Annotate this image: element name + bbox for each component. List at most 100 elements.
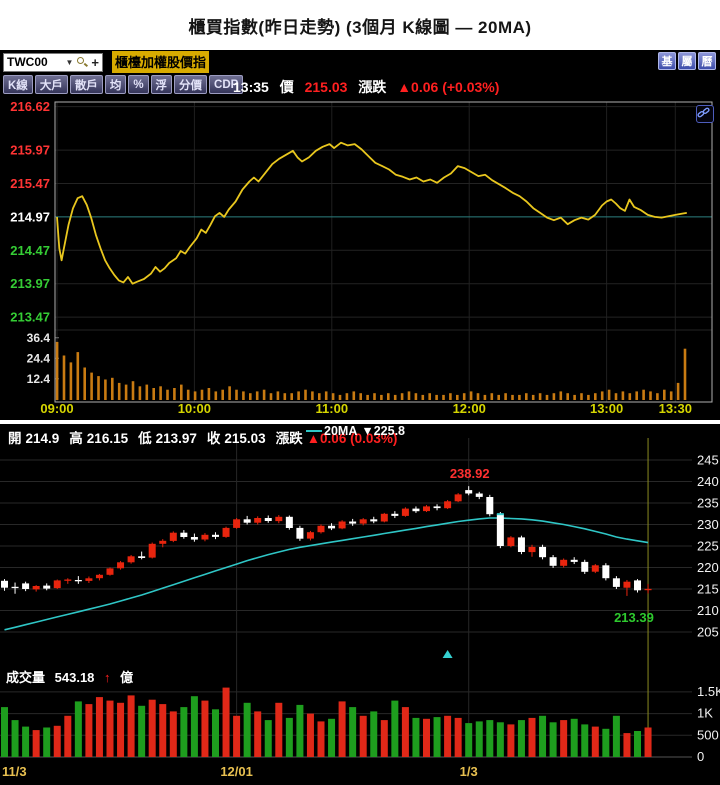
symbol-input[interactable]: TWC00 ▼ + xyxy=(3,52,103,72)
toolbar-row1: TWC00 ▼ + 櫃檯加權股價指 xyxy=(3,51,210,73)
mode-button-浮[interactable]: 浮 xyxy=(150,75,173,94)
mode-button-K線[interactable]: K線 xyxy=(3,75,33,94)
intraday-volume-bar xyxy=(628,393,632,400)
volume-axis-label: 0 xyxy=(697,749,704,764)
mode-button-CDP[interactable]: CDP xyxy=(209,75,244,94)
intraday-volume-bar xyxy=(331,393,335,400)
intraday-volume-bar xyxy=(407,391,411,400)
intraday-volume-bar xyxy=(607,389,611,400)
kline-volume-bar xyxy=(465,723,473,757)
candle-body xyxy=(528,546,536,553)
intraday-volume-bar xyxy=(193,391,197,400)
volume-axis-label: 12.4 xyxy=(27,372,51,386)
kline-volume-bar xyxy=(190,696,198,757)
intraday-volume-bar xyxy=(186,389,190,400)
kline-volume-bar xyxy=(338,701,346,757)
corner-button-屬[interactable]: 屬 xyxy=(678,52,696,70)
time-axis-label: 09:00 xyxy=(40,401,73,416)
candle-body xyxy=(275,516,283,522)
candle-body xyxy=(117,562,125,569)
intraday-volume-bar xyxy=(642,389,645,400)
corner-button-基[interactable]: 基 xyxy=(658,52,676,70)
kline-volume-bar xyxy=(138,705,146,757)
kline-volume-bar xyxy=(264,720,272,757)
intraday-volume-bar xyxy=(545,394,549,400)
price-axis-label: 235 xyxy=(697,496,719,511)
intraday-volume-bar xyxy=(656,393,659,400)
intraday-volume-bar xyxy=(393,394,397,400)
kline-volume-bar xyxy=(370,711,378,757)
intraday-volume-bar xyxy=(152,388,155,400)
mode-button-%[interactable]: % xyxy=(128,75,149,94)
open-label: 開 xyxy=(8,431,22,446)
volume-readout: 成交量 543.18 ↑ 億 xyxy=(6,667,139,686)
intraday-volume-bar xyxy=(304,389,307,400)
candle-body xyxy=(370,519,378,522)
kline-volume-bar xyxy=(317,721,325,757)
mode-button-大戶[interactable]: 大戶 xyxy=(34,75,68,94)
mode-button-分價[interactable]: 分價 xyxy=(174,75,208,94)
candle-body xyxy=(254,518,262,523)
corner-buttons: 基屬曆 xyxy=(658,52,716,70)
kline-volume-bar xyxy=(254,711,262,757)
mode-button-散戶[interactable]: 散戶 xyxy=(69,75,103,94)
candle-body xyxy=(43,585,51,589)
intraday-volume-bar xyxy=(207,388,211,400)
intraday-volume-bar xyxy=(69,362,73,400)
search-icon[interactable] xyxy=(77,56,89,68)
kline-volume-bar xyxy=(496,722,504,757)
time-axis-label: 10:00 xyxy=(178,401,211,416)
kline-volume-bar xyxy=(201,700,209,757)
intraday-volume-bar xyxy=(359,393,362,400)
kline-volume-bar xyxy=(285,717,293,757)
link-icon[interactable] xyxy=(696,105,714,123)
intraday-volume-bar xyxy=(124,384,128,400)
intraday-volume-bar xyxy=(525,393,528,400)
volume-unit: 億 xyxy=(120,670,134,685)
price-axis-label: 215.97 xyxy=(10,143,50,158)
mode-button-均[interactable]: 均 xyxy=(104,75,127,94)
kline-chart[interactable]: 245 240 235 230 225 220 215 210 205 1.5K 1K 500 0 238… xyxy=(0,424,720,785)
candle-body xyxy=(539,546,547,558)
intraday-volume-bar xyxy=(200,389,204,400)
volume-axis-label: 500 xyxy=(697,727,719,742)
kline-volume-bar xyxy=(106,700,114,757)
close-value: 215.03 xyxy=(224,431,266,446)
price-axis-label: 210 xyxy=(697,603,719,618)
intraday-volume-bar xyxy=(111,377,114,400)
quote-time: 13:35 xyxy=(233,79,269,95)
kline-volume-bar xyxy=(180,707,188,757)
intraday-volume-bar xyxy=(462,393,466,400)
intraday-volume-bar xyxy=(90,372,93,400)
corner-button-曆[interactable]: 曆 xyxy=(698,52,716,70)
add-symbol-button[interactable]: + xyxy=(91,54,99,70)
candle-body xyxy=(74,580,82,582)
intraday-volume-bar xyxy=(635,391,638,400)
kline-volume-bar xyxy=(612,715,620,757)
intraday-volume-bar xyxy=(131,381,135,400)
high-annotation: 238.92 xyxy=(450,466,490,481)
quote-bar: 13:35 價 215.03 漲跌 ▲0.06 (+0.03%) xyxy=(233,77,506,97)
candle-body xyxy=(64,579,72,581)
candle-body xyxy=(285,516,293,528)
intraday-volume-bar xyxy=(483,394,487,400)
intraday-chart[interactable]: 216.62 215.97 215.47 214.97 214.47 213.97 213.… xyxy=(0,50,720,420)
kline-volume-bar xyxy=(43,727,51,757)
kline-volume-bar xyxy=(117,702,125,758)
intraday-volume-bar xyxy=(621,391,625,400)
kline-volume-bar xyxy=(296,704,304,757)
intraday-volume-bar xyxy=(531,394,535,400)
kline-volume-bar xyxy=(222,687,230,757)
search-lens xyxy=(77,56,85,64)
price-axis-label: 214.47 xyxy=(10,243,50,258)
intraday-volume-bar xyxy=(55,341,59,400)
dropdown-caret-icon[interactable]: ▼ xyxy=(65,57,74,67)
candle-body xyxy=(475,493,483,497)
kline-volume-bar xyxy=(539,715,547,757)
candle-body xyxy=(53,580,61,589)
candle-body xyxy=(401,508,409,516)
intraday-volume-bar xyxy=(166,389,169,400)
price-axis-label: 225 xyxy=(697,539,719,554)
ma-line-sample xyxy=(306,430,322,432)
